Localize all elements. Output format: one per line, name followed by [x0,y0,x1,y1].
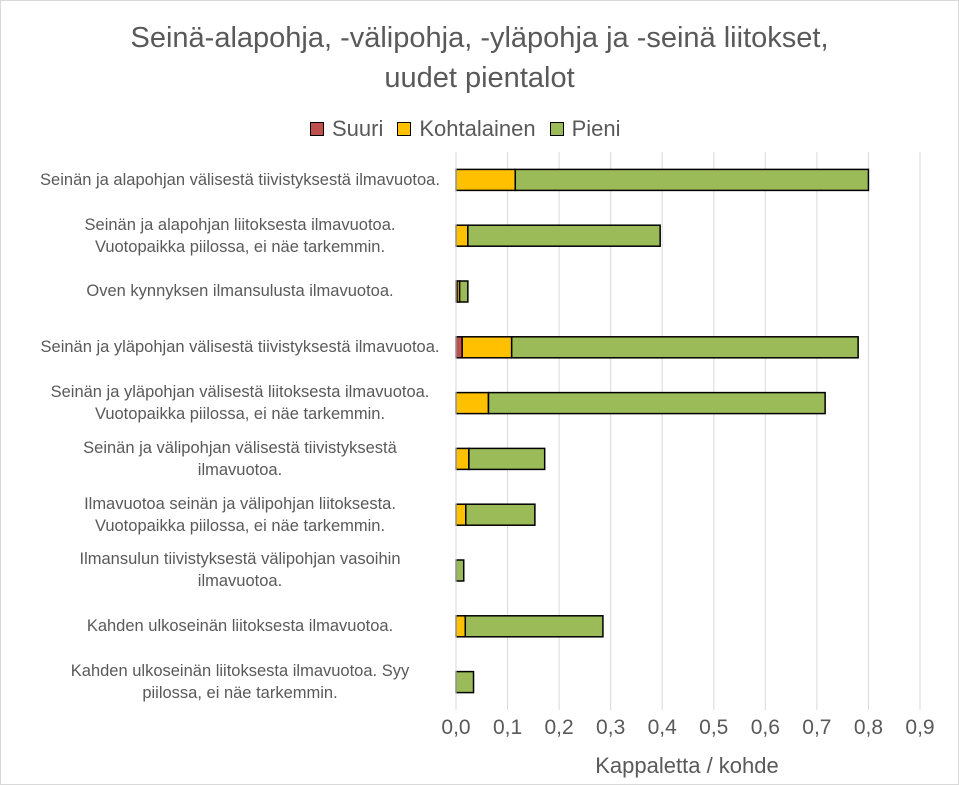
category-label: Ilmavuotoa seinän ja välipohjan liitokse… [84,494,396,535]
category-label: Oven kynnyksen ilmansulusta ilmavuotoa. [86,282,394,301]
legend-label-suuri: Suuri [332,116,384,141]
chart-title: Seinä-alapohja, -välipohja, -yläpohja ja… [130,22,829,94]
category-label-box: Seinän ja alapohjan liitoksesta ilmavuot… [40,208,440,264]
x-tick-label: 0,2 [544,716,574,739]
legend-item-suuri: Suuri [310,116,383,142]
category-label: Seinän ja välipohjan välisestä tiivistyk… [83,438,397,479]
bar-segment-pieni [468,447,546,471]
category-label: Ilmansulun tiivistyksestä välipohjan vas… [79,550,401,591]
legend: Suuri Kohtalainen Pieni [310,116,635,142]
category-label: Kahden ulkoseinän liitoksesta ilmavuotoa… [86,617,394,636]
bar-segment-kohtalainen [455,503,467,526]
x-axis-label: Kappaletta / kohde [595,753,779,778]
x-tick-label: 0,1 [492,716,523,739]
bar-segment-kohtalainen [455,447,470,471]
bar-segment-pieni [455,670,475,694]
legend-label-pieni: Pieni [571,116,621,141]
bar-segment-pieni [487,391,826,415]
bar-segment-pieni [458,280,469,303]
x-tick-label: 0,5 [699,716,729,739]
category-label-box: Seinän ja yläpohjan välisestä tiivistyks… [40,319,440,375]
category-label-box: Seinän ja yläpohjan välisestä liitoksest… [40,375,440,431]
bar-segment-kohtalainen [461,336,513,359]
category-label-box: Oven kynnyksen ilmansulusta ilmavuotoa. [40,264,440,320]
category-label-box: Seinän ja alapohjan välisestä tiivistyks… [40,152,440,208]
x-tick-label: 0,9 [905,716,935,739]
x-tick-label: 0,0 [441,716,471,739]
bar-segment-pieni [510,336,859,359]
bar-segment-pieni [467,224,661,247]
bar-segment-kohtalainen [455,615,467,638]
category-label-box: Seinän ja välipohjan välisestä tiivistyk… [40,431,440,487]
bar-segment-pieni [464,615,604,638]
bar-segment-kohtalainen [455,168,517,192]
category-label: Seinän ja alapohjan liitoksesta ilmavuot… [84,215,396,256]
x-tick-label: 0,3 [596,716,626,739]
bar-segment-kohtalainen [455,391,490,415]
bar-segment-pieni [514,168,870,192]
category-label: Seinän ja alapohjan välisestä tiivistyks… [40,170,440,189]
legend-item-pieni: Pieni [549,116,621,142]
x-tick-label: 0,4 [647,716,677,739]
category-label-box: Ilmansulun tiivistyksestä välipohjan vas… [40,543,440,599]
x-tick-label: 0,8 [853,716,884,739]
legend-swatch-suuri [310,122,324,136]
bar-segment-kohtalainen [455,224,469,247]
bar-segment-pieni [465,503,536,526]
legend-swatch-kohtalainen [397,122,412,136]
category-label: Seinän ja yläpohjan välisestä tiivistyks… [40,338,440,357]
bar-segment-pieni [455,559,465,582]
legend-label-kohtalainen: Kohtalainen [419,116,536,141]
legend-item-kohtalainen: Kohtalainen [397,116,536,142]
x-tick-label: 0,6 [750,716,780,739]
category-label: Seinän ja yläpohjan välisestä liitoksest… [50,383,430,424]
bar-segment-suuri [455,336,463,359]
category-label-box: Ilmavuotoa seinän ja välipohjan liitokse… [40,487,440,543]
legend-swatch-pieni [549,122,564,136]
category-label-box: Kahden ulkoseinän liitoksesta ilmavuotoa… [40,598,440,654]
x-tick-label: 0,7 [802,716,832,739]
category-label-box: Kahden ulkoseinän liitoksesta ilmavuotoa… [40,654,440,710]
category-label: Kahden ulkoseinän liitoksesta ilmavuotoa… [70,662,410,703]
